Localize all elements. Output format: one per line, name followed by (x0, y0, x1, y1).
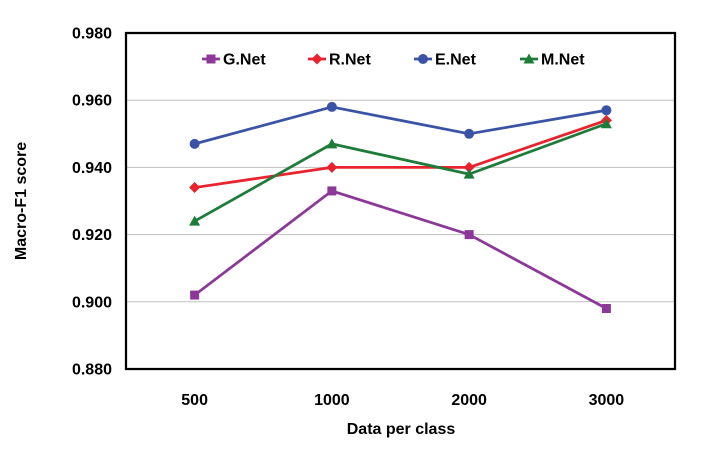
circle-marker-icon (189, 138, 200, 149)
legend-item-g-net: G.Net (202, 52, 266, 69)
legend-label: G.Net (223, 52, 266, 69)
y-axis-tick-labels: 0.980 0.960 0.940 0.920 0.900 0.880 (72, 26, 112, 379)
x-tick-label: 1000 (314, 392, 350, 409)
y-tick-label: 0.980 (72, 26, 112, 43)
y-axis-title: Macro-F1 score (13, 142, 30, 260)
triangle-marker-icon (326, 138, 338, 149)
series-layer (189, 101, 612, 314)
plot-border (124, 31, 677, 371)
series-line-g-net (193, 189, 608, 310)
diamond-marker-icon (326, 161, 338, 173)
legend-item-r-net: R.Net (308, 52, 371, 69)
triangle-marker-icon (600, 118, 612, 129)
y-tick-label: 0.960 (72, 93, 112, 110)
y-tick-label: 0.920 (72, 227, 112, 244)
legend-label: E.Net (435, 52, 477, 69)
x-tick-label: 500 (181, 392, 208, 409)
circle-marker-icon (326, 101, 337, 112)
triangle-marker-icon (523, 53, 535, 64)
legend: G.Net R.Net E.Net M.Net (202, 52, 585, 69)
square-marker-icon (464, 230, 474, 240)
y-tick-label: 0.940 (72, 160, 112, 177)
triangle-marker-icon (463, 168, 475, 179)
x-tick-label: 3000 (589, 392, 625, 409)
circle-marker-icon (464, 128, 475, 139)
y-tick-label: 0.880 (72, 362, 112, 379)
square-marker-icon (327, 186, 337, 196)
series-line-r-net (193, 118, 608, 189)
triangle-marker-icon (189, 215, 201, 226)
x-axis-tick-labels: 500 1000 2000 3000 (181, 392, 624, 409)
diamond-marker-icon (189, 182, 201, 194)
y-tick-label: 0.900 (72, 294, 112, 311)
series-line-e-net (193, 105, 608, 146)
square-marker-icon (601, 304, 611, 314)
diamond-marker-icon (311, 53, 323, 65)
gridlines (126, 99, 675, 303)
square-marker-icon (190, 290, 200, 300)
diamond-marker-icon (463, 161, 475, 173)
circle-marker-icon (418, 54, 428, 64)
legend-label: M.Net (541, 52, 585, 69)
series-line-m-net (193, 122, 608, 223)
x-axis-title: Data per class (347, 421, 456, 438)
legend-item-e-net: E.Net (414, 52, 477, 69)
legend-item-m-net: M.Net (520, 52, 585, 69)
square-marker-icon (206, 54, 216, 64)
legend-label: R.Net (329, 52, 371, 69)
circle-marker-icon (601, 105, 612, 116)
x-tick-label: 2000 (451, 392, 487, 409)
